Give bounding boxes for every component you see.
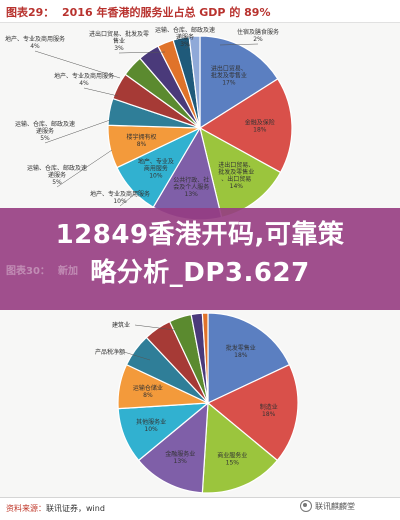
pie2-slice-11 [201, 312, 209, 404]
svg-text:批发及零售业: 批发及零售业 [211, 72, 247, 80]
svg-text:楼宇拥有权: 楼宇拥有权 [126, 133, 156, 141]
pie1-slice-13 [188, 35, 201, 129]
svg-text:其他服务业: 其他服务业 [136, 418, 166, 426]
svg-text:4%: 4% [79, 80, 89, 87]
svg-text:5%: 5% [52, 179, 62, 186]
svg-text:13%: 13% [185, 191, 199, 198]
svg-text:批发零售业: 批发零售业 [226, 344, 256, 352]
second-figure-label: 图表30： [6, 266, 50, 277]
pie2-outside-label-1: 产品税净额 [95, 348, 151, 361]
svg-text:地产、专业及商用服务: 地产、专业及商用服务 [54, 72, 114, 80]
svg-text:运输、仓库、邮政及速: 运输、仓库、邮政及速 [27, 164, 87, 172]
svg-text:18%: 18% [234, 352, 248, 359]
svg-text:商用服务: 商用服务 [144, 164, 168, 172]
svg-text:售业: 售业 [113, 37, 125, 45]
svg-text:地产、专业及: 地产、专业及 [138, 157, 174, 165]
svg-text:会及个人服务: 会及个人服务 [173, 183, 209, 191]
svg-text:10%: 10% [144, 426, 158, 433]
pie2-slice-1 [207, 312, 291, 404]
source-text: 联讯证券，wind [46, 504, 105, 513]
figure-header [0, 0, 400, 23]
pie2-outside-label-2: 建筑业 [112, 321, 176, 331]
svg-text:产品税净额: 产品税净额 [95, 348, 125, 356]
source-label: 资料来源： [6, 504, 46, 513]
svg-text:8%: 8% [143, 392, 153, 399]
svg-text:批发及零售业: 批发及零售业 [218, 168, 254, 176]
svg-text:2%: 2% [253, 36, 263, 43]
svg-text:进出口贸易、: 进出口贸易、 [211, 65, 247, 73]
watermark-text: 联讯麒麟堂 [315, 501, 355, 511]
pie2-slice-3 [201, 401, 279, 494]
svg-text:10%: 10% [149, 172, 163, 179]
second-figure-title: 新加 [58, 266, 78, 277]
svg-text:17%: 17% [222, 80, 236, 87]
svg-text:递服务: 递服务 [176, 33, 194, 41]
svg-text:4%: 4% [30, 43, 40, 50]
svg-text:地产、专业及商用服务: 地产、专业及商用服务 [90, 190, 150, 198]
svg-text:递服务: 递服务 [36, 127, 54, 135]
banner-line-1: 12849香港开码,可靠策 [55, 220, 345, 250]
svg-text:制造业: 制造业 [260, 403, 278, 411]
svg-text:、出口贸易: 、出口贸易 [221, 175, 251, 183]
svg-text:金融服务业: 金融服务业 [165, 450, 195, 458]
svg-text:14%: 14% [230, 183, 244, 190]
svg-text:运输、仓库、邮政及速: 运输、仓库、邮政及速 [155, 26, 215, 34]
svg-text:18%: 18% [262, 411, 276, 418]
svg-text:住宿及膳食服务: 住宿及膳食服务 [237, 28, 279, 36]
svg-text:建筑业: 建筑业 [112, 321, 130, 329]
banner-line-2: 略分析_DP3.627 [90, 258, 310, 288]
svg-text:递服务: 递服务 [48, 171, 66, 179]
svg-text:金融及保险: 金融及保险 [245, 119, 275, 127]
svg-text:公共行政、社: 公共行政、社 [173, 176, 209, 184]
svg-text:3%: 3% [180, 41, 190, 48]
pie2-slice-4 [137, 401, 209, 494]
svg-text:运输仓储业: 运输仓储业 [133, 384, 163, 392]
svg-text:8%: 8% [137, 141, 147, 148]
svg-text:15%: 15% [226, 460, 240, 467]
figure-label: 图表29： [6, 6, 55, 19]
banner-headline: 12849香港开码,可靠策 略分析_DP3.627 [0, 216, 400, 292]
pie2-slice-2 [206, 363, 299, 462]
svg-text:3%: 3% [114, 45, 124, 52]
svg-text:地产、专业及商用服务: 地产、专业及商用服务 [5, 35, 65, 43]
svg-text:18%: 18% [253, 127, 267, 134]
wechat-icon [300, 500, 312, 512]
svg-text:10%: 10% [113, 198, 127, 205]
pie1-slice-2 [198, 78, 293, 174]
overlay-banner [0, 208, 400, 310]
svg-text:进出口贸易、: 进出口贸易、 [218, 161, 254, 169]
svg-text:进出口贸易、批发及零: 进出口贸易、批发及零 [89, 30, 149, 38]
watermark: 联讯麒麟堂 [300, 500, 355, 512]
figure-title: 2016 年香港的服务业占总 GDP 的 89% [62, 6, 271, 19]
svg-text:运输、仓库、邮政及速: 运输、仓库、邮政及速 [15, 120, 75, 128]
svg-text:13%: 13% [174, 458, 188, 465]
source-note: 资料来源：联讯证券，wind [6, 503, 105, 514]
svg-text:商业服务业: 商业服务业 [217, 452, 247, 460]
pie1-slice-1 [199, 35, 279, 130]
svg-text:5%: 5% [40, 135, 50, 142]
